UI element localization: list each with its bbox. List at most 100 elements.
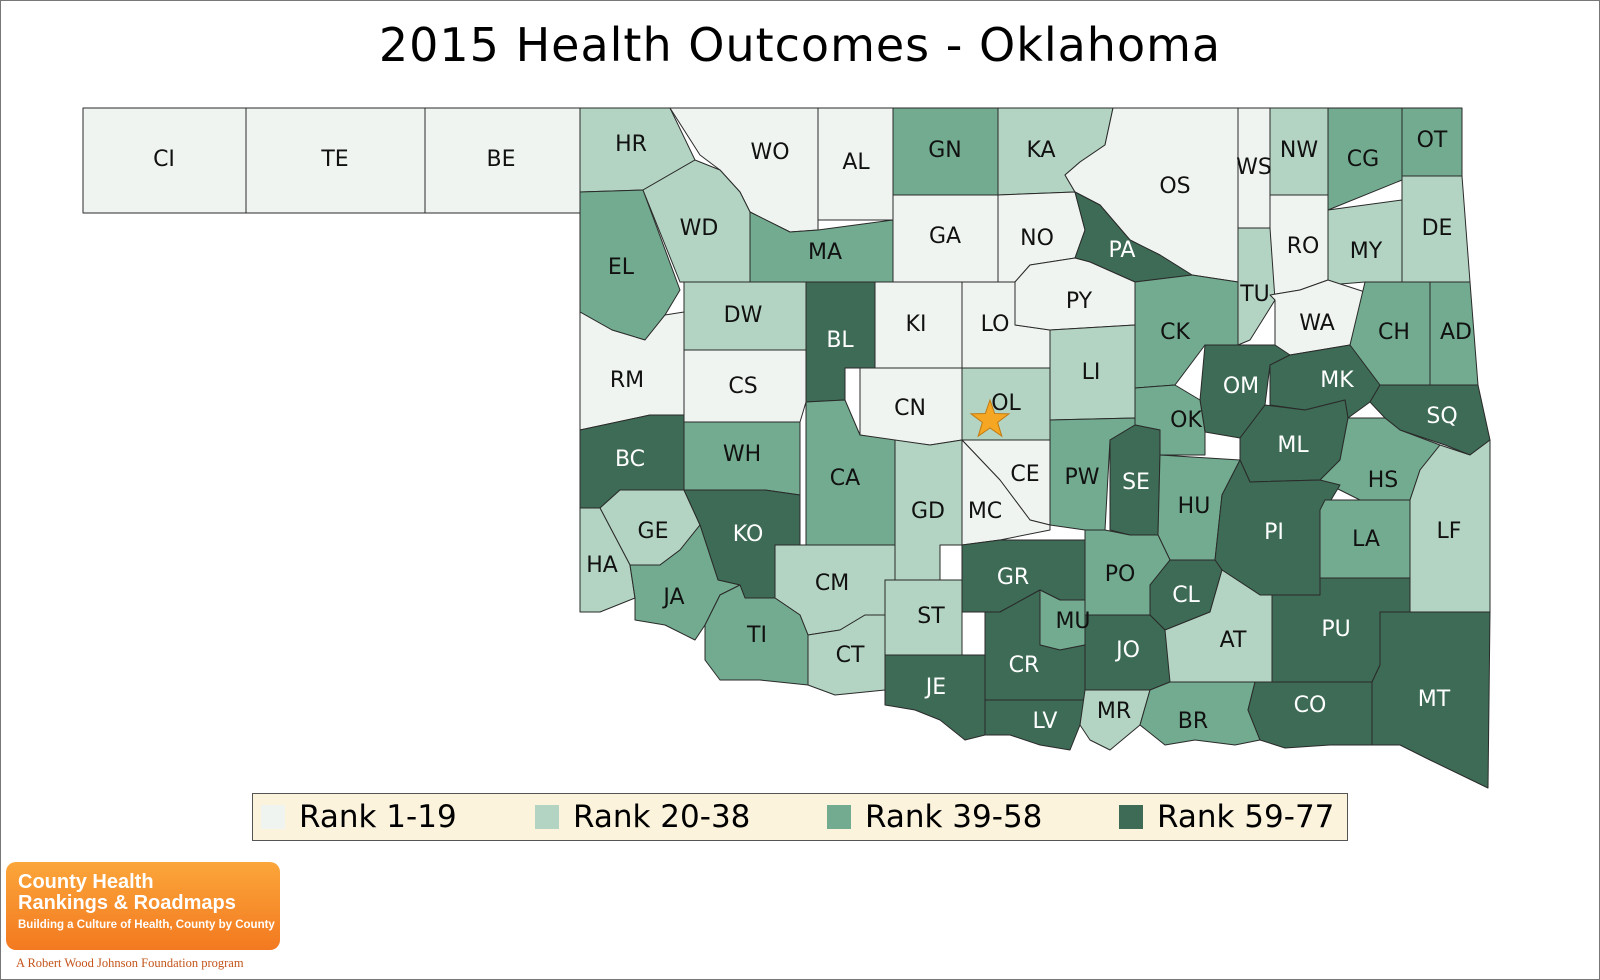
county-label-pa: PA <box>1109 238 1136 263</box>
county-label-hu: HU <box>1178 494 1211 519</box>
county-label-cs: CS <box>728 374 757 399</box>
county-label-mu: MU <box>1055 609 1090 634</box>
county-label-bl: BL <box>826 328 854 353</box>
legend-item-rank-20-38: Rank 20-38 <box>535 799 751 835</box>
county-label-ch: CH <box>1378 320 1410 345</box>
county-label-ja: JA <box>661 585 684 610</box>
county-pw <box>1049 417 1136 531</box>
county-label-lv: LV <box>1033 709 1058 734</box>
map-title: 2015 Health Outcomes - Oklahoma <box>378 18 1222 72</box>
county-label-my: MY <box>1350 239 1383 264</box>
county-label-ge: GE <box>638 519 669 544</box>
county-label-ga: GA <box>929 224 961 249</box>
county-label-wh: WH <box>723 442 761 467</box>
county-label-pu: PU <box>1321 617 1350 642</box>
county-label-gd: GD <box>911 499 945 524</box>
county-label-sq: SQ <box>1426 404 1457 429</box>
county-label-ot: OT <box>1417 128 1448 153</box>
legend-swatch <box>535 805 559 829</box>
oklahoma-county-map: CI TE BE HR WO AL GN KA OS WS NW CG OT EL WD MA GA NO PA RO… <box>82 107 1491 789</box>
county-label-ws: WS <box>1236 155 1272 180</box>
county-label-gr: GR <box>997 565 1029 590</box>
county-ti <box>704 584 809 686</box>
county-label-pi: PI <box>1264 520 1284 545</box>
county-mt <box>1371 611 1491 789</box>
legend-label: Rank 20-38 <box>573 799 751 835</box>
county-label-nw: NW <box>1280 138 1318 163</box>
county-label-jo: JO <box>1114 638 1140 663</box>
legend-label: Rank 59-77 <box>1157 799 1335 835</box>
rwjf-program-text: A Robert Wood Johnson Foundation program <box>16 956 244 970</box>
county-label-wo: WO <box>750 140 789 165</box>
county-label-al: AL <box>842 150 870 175</box>
county-label-no: NO <box>1020 226 1054 251</box>
county-label-ck: CK <box>1160 320 1190 345</box>
county-label-mc: MC <box>968 499 1002 524</box>
county-label-la: LA <box>1352 527 1380 552</box>
county-label-wd: WD <box>680 216 719 241</box>
legend-swatch <box>827 805 851 829</box>
county-label-ca: CA <box>830 466 860 491</box>
county-label-os: OS <box>1159 174 1190 199</box>
county-label-gn: GN <box>928 138 962 163</box>
county-label-at: AT <box>1220 628 1247 653</box>
county-label-ci: CI <box>153 147 175 172</box>
county-seat-star-icon <box>969 398 1011 438</box>
county-label-lf: LF <box>1437 519 1462 544</box>
county-label-ma: MA <box>808 240 842 265</box>
legend: Rank 1-19 Rank 20-38 Rank 39-58 Rank 59-… <box>252 793 1348 841</box>
county-label-ro: RO <box>1287 234 1320 259</box>
county-label-ki: KI <box>906 312 927 337</box>
county-label-cn: CN <box>894 396 926 421</box>
legend-item-rank-39-58: Rank 39-58 <box>827 799 1043 835</box>
county-label-te: TE <box>320 147 348 172</box>
county-label-ko: KO <box>733 522 764 547</box>
county-label-de: DE <box>1422 216 1453 241</box>
county-label-rm: RM <box>610 368 644 393</box>
county-label-mk: MK <box>1320 368 1354 393</box>
county-label-ok: OK <box>1170 408 1202 433</box>
county-label-be: BE <box>487 147 516 172</box>
county-label-el: EL <box>608 255 635 280</box>
county-label-ct: CT <box>836 643 865 668</box>
legend-label: Rank 1-19 <box>299 799 457 835</box>
county-label-ol: OL <box>991 391 1021 416</box>
county-cs <box>683 349 807 423</box>
county-label-lo: LO <box>981 312 1010 337</box>
county-label-je: JE <box>924 675 946 700</box>
logo-line-2: Rankings & Roadmaps <box>18 892 236 914</box>
county-label-cl: CL <box>1172 583 1200 608</box>
county-label-cg: CG <box>1347 147 1379 172</box>
logo-line-1: County Health <box>18 871 154 893</box>
county-label-ce: CE <box>1010 462 1039 487</box>
county-label-dw: DW <box>724 303 763 328</box>
legend-item-rank-59-77: Rank 59-77 <box>1119 799 1335 835</box>
county-label-wa: WA <box>1299 311 1335 336</box>
county-label-hr: HR <box>615 132 647 157</box>
county-label-mt: MT <box>1418 687 1451 712</box>
county-je <box>884 654 986 741</box>
logo-tagline: Building a Culture of Health, County by … <box>18 919 275 931</box>
county-label-ml: ML <box>1277 433 1309 458</box>
county-label-ad: AD <box>1440 320 1472 345</box>
county-label-po: PO <box>1105 562 1136 587</box>
legend-label: Rank 39-58 <box>865 799 1043 835</box>
county-label-ka: KA <box>1026 138 1055 163</box>
county-label-bc: BC <box>615 447 645 472</box>
county-label-li: LI <box>1082 360 1101 385</box>
county-label-ha: HA <box>586 553 618 578</box>
county-co <box>1247 681 1373 749</box>
county-ct <box>807 614 886 696</box>
legend-item-rank-1-19: Rank 1-19 <box>261 799 457 835</box>
county-label-cm: CM <box>815 571 849 596</box>
county-label-mr: MR <box>1097 699 1131 724</box>
county-label-hs: HS <box>1368 468 1399 493</box>
county-label-br: BR <box>1178 709 1208 734</box>
county-label-py: PY <box>1066 289 1093 314</box>
county-label-co: CO <box>1294 693 1327 718</box>
county-label-ti: TI <box>746 623 767 648</box>
legend-swatch <box>1119 805 1143 829</box>
legend-swatch <box>261 805 285 829</box>
county-health-rankings-logo: County Health Rankings & Roadmaps Buildi… <box>6 862 280 950</box>
county-label-tu: TU <box>1239 282 1270 307</box>
